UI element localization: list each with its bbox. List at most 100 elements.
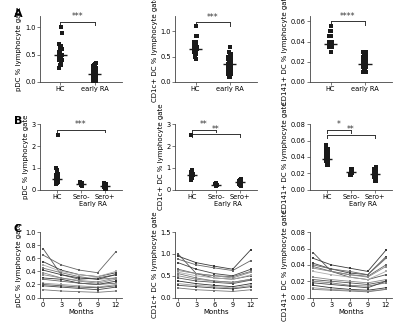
Point [194,44,200,49]
Point [373,175,379,180]
Point [362,57,369,62]
Point [102,181,109,186]
Point [102,181,108,187]
Point [360,61,366,66]
Point [238,180,244,185]
Point [54,176,60,181]
Point [372,172,378,178]
Point [326,34,333,39]
Point [327,34,334,39]
Point [360,67,367,72]
Point [238,184,244,189]
Point [58,25,65,30]
Point [189,174,196,179]
Point [101,185,107,190]
Point [362,57,368,62]
Point [324,159,330,164]
Point [58,46,65,52]
Point [327,34,333,39]
Point [328,44,334,49]
Point [91,64,97,70]
Point [324,146,330,151]
Point [192,51,198,57]
Point [228,69,234,74]
Point [188,174,194,179]
Point [56,55,62,60]
Point [58,46,64,52]
Point [372,169,378,174]
Point [323,150,329,156]
Point [361,51,367,56]
Point [192,42,199,47]
Point [373,177,379,182]
Point [226,74,233,79]
Point [226,59,232,64]
Point [188,172,195,177]
Point [361,51,368,56]
Point [228,59,234,64]
Point [58,60,64,65]
Point [324,163,331,168]
Text: **: ** [212,125,220,133]
Point [93,78,100,84]
Point [362,59,369,64]
Point [90,63,97,68]
Point [362,67,368,72]
Text: Early RA: Early RA [349,201,377,207]
Point [212,181,218,186]
Point [226,44,233,49]
Point [93,75,99,80]
Point [371,169,377,174]
Point [371,167,377,172]
Point [228,67,234,72]
Point [238,177,244,182]
Point [362,57,368,62]
Point [53,173,60,178]
Point [228,54,234,59]
Point [360,61,367,66]
Point [192,39,198,44]
Point [92,77,99,82]
Point [237,180,244,185]
Point [188,177,194,182]
Point [228,67,234,72]
Point [226,57,233,62]
Point [92,74,98,79]
Point [188,170,195,175]
Point [362,67,368,72]
Point [101,184,107,190]
Point [363,61,369,66]
Point [54,172,60,177]
Point [226,67,232,72]
Point [361,69,367,74]
Point [324,163,331,168]
Text: A: A [14,9,22,19]
Point [55,180,61,185]
Point [328,34,334,39]
Point [360,49,366,54]
Point [78,181,85,186]
Point [93,74,99,79]
Point [324,150,330,156]
Point [324,146,331,151]
Point [226,64,232,69]
Point [237,178,243,183]
Point [360,64,367,69]
Point [58,55,64,60]
Point [78,180,84,185]
Point [93,68,99,74]
Point [323,154,329,160]
Point [225,54,232,59]
Point [214,182,220,187]
Point [225,72,232,77]
Point [56,57,62,62]
Point [92,74,98,79]
Point [188,175,194,180]
Point [328,29,334,34]
Point [226,51,233,57]
Point [54,175,60,180]
Text: **: ** [200,120,208,129]
Y-axis label: CD1c+ DC % lymphocyte gate: CD1c+ DC % lymphocyte gate [152,0,158,102]
Point [325,159,331,164]
Point [228,51,234,57]
